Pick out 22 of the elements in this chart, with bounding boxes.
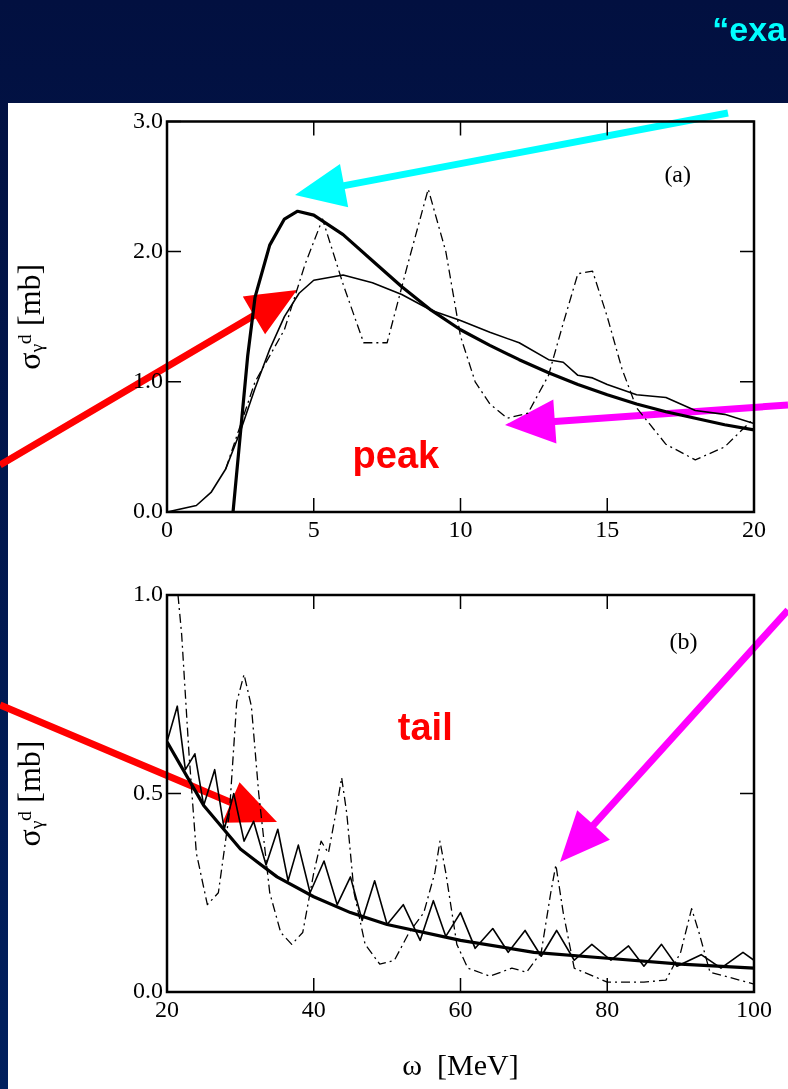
annotation: peak <box>352 433 441 476</box>
annotation: (a) <box>664 161 692 188</box>
x-tick-label: 15 <box>595 515 620 542</box>
y-axis-title: σᵧᵈ [mb] <box>10 263 47 370</box>
text: “exa <box>712 10 786 49</box>
y-tick-label: 2.0 <box>133 236 163 263</box>
x-tick-label: 10 <box>448 515 473 542</box>
x-tick-label: 5 <box>307 515 320 542</box>
annotation: (b) <box>669 627 698 654</box>
x-axis-title: ω [MeV] <box>402 1047 519 1081</box>
x-tick-label: 80 <box>595 995 620 1022</box>
y-tick-label: 0.0 <box>133 497 163 524</box>
y-axis-title: σᵧᵈ [mb] <box>10 740 47 847</box>
y-tick-label: 1.0 <box>133 580 163 607</box>
annotation: tail <box>397 706 453 749</box>
y-tick-label: 3.0 <box>133 106 163 133</box>
x-tick-label: 20 <box>742 515 766 542</box>
y-tick-label: 0.5 <box>133 778 163 805</box>
x-tick-label: 0 <box>161 515 173 542</box>
x-tick-label: 60 <box>448 995 473 1022</box>
x-tick-label: 100 <box>736 995 772 1022</box>
x-tick-label: 40 <box>301 995 326 1022</box>
